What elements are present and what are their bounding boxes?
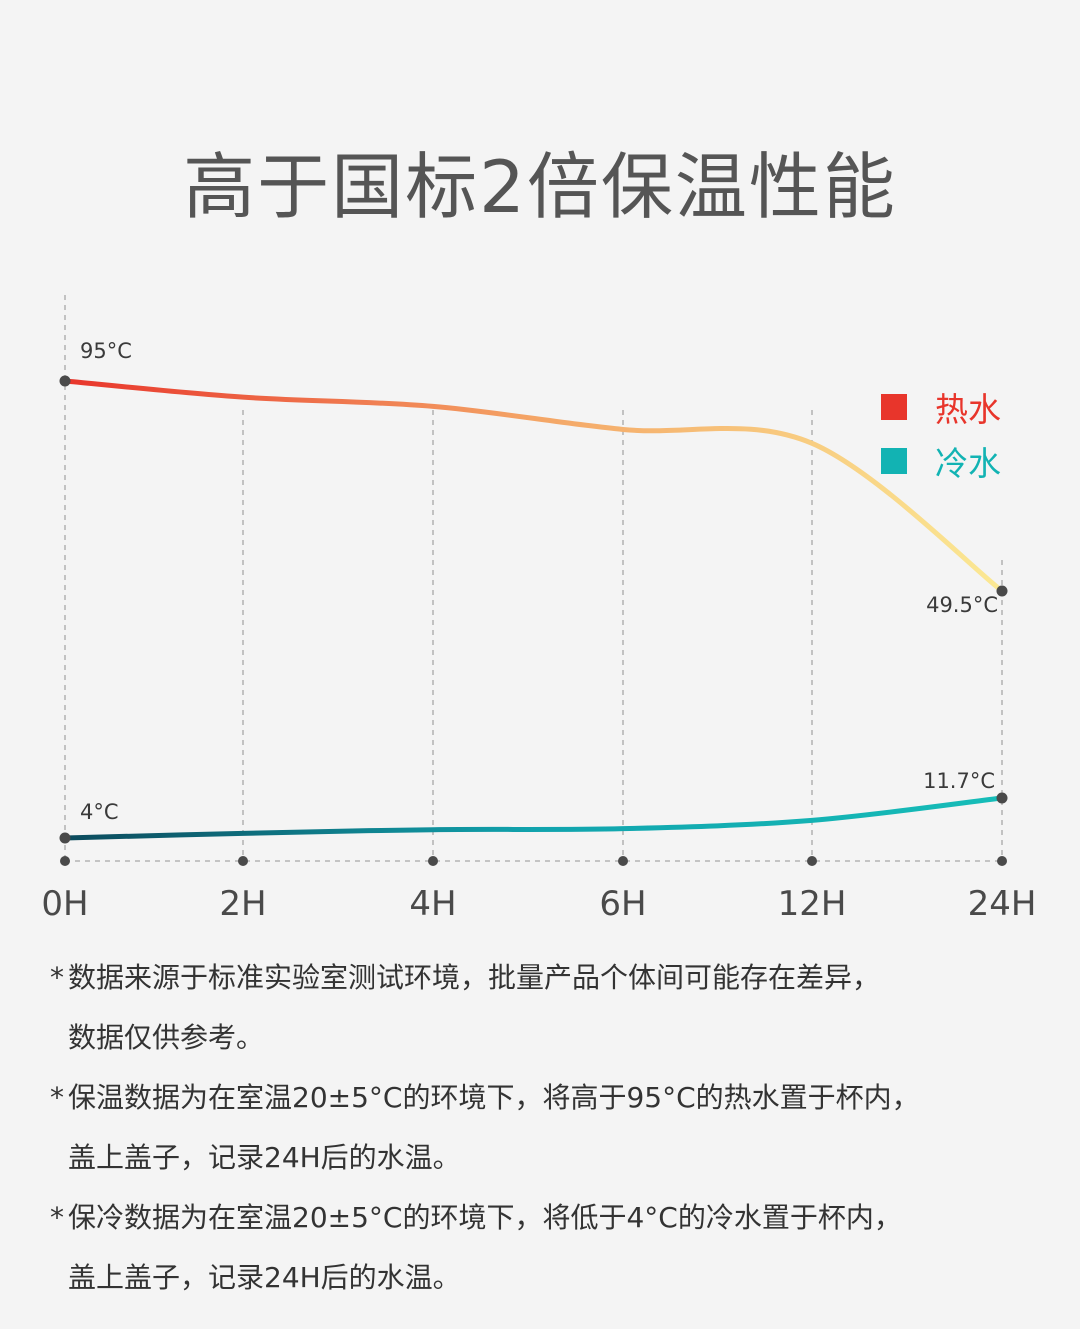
x-tick-label: 4H: [409, 884, 456, 924]
chart-title: 高于国标2倍保温性能: [183, 145, 897, 229]
data-label: 95°C: [80, 339, 132, 363]
legend-label-cold: 冷水: [935, 444, 1001, 483]
footnote-marker: *: [50, 1201, 64, 1234]
axis-tick: [997, 856, 1007, 866]
x-tick-label: 2H: [219, 884, 266, 924]
footnote-line: 盖上盖子，记录24H后的水温。: [68, 1261, 461, 1294]
axis-tick: [238, 856, 248, 866]
footnote-line: 数据来源于标准实验室测试环境，批量产品个体间可能存在差异，: [68, 961, 881, 994]
hot-water-line: [62, 378, 1005, 594]
axis-tick: [428, 856, 438, 866]
data-label: 4°C: [80, 800, 119, 824]
data-point: [59, 375, 71, 387]
axis-tick: [60, 856, 70, 866]
footnote-line: 保温数据为在室温20±5°C的环境下，将高于95°C的热水置于杯内，: [68, 1081, 920, 1114]
data-label: 49.5°C: [926, 593, 998, 617]
footnotes: * 数据来源于标准实验室测试环境，批量产品个体间可能存在差异， 数据仅供参考。 …: [48, 948, 1048, 1308]
chart-legend: 热水 冷水: [881, 380, 1001, 488]
footnote-marker: *: [50, 1081, 64, 1114]
footnote-line: 数据仅供参考。: [68, 1021, 265, 1054]
x-tick-label: 12H: [778, 884, 847, 924]
temperature-chart: 0H 2H 4H 6H 12H 24H 95°C 49.5°C 4°C 11.7°C: [41, 295, 1037, 924]
footnote: * 保温数据为在室温20±5°C的环境下，将高于95°C的热水置于杯内， 盖上盖…: [48, 1068, 1048, 1188]
cold-water-swatch: [881, 448, 907, 474]
legend-item-cold: 冷水: [881, 434, 1001, 488]
axis-tick: [618, 856, 628, 866]
axis-tick: [807, 856, 817, 866]
data-point: [59, 832, 71, 844]
x-tick-label: 24H: [968, 884, 1037, 924]
legend-label-hot: 热水: [935, 390, 1001, 429]
legend-item-hot: 热水: [881, 380, 1001, 434]
footnote: * 数据来源于标准实验室测试环境，批量产品个体间可能存在差异， 数据仅供参考。: [48, 948, 1048, 1068]
footnote: * 保冷数据为在室温20±5°C的环境下，将低于4°C的冷水置于杯内， 盖上盖子…: [48, 1188, 1048, 1308]
x-tick-label: 0H: [41, 884, 88, 924]
footnote-line: 盖上盖子，记录24H后的水温。: [68, 1141, 461, 1174]
footnote-marker: *: [50, 961, 64, 994]
footnote-line: 保冷数据为在室温20±5°C的环境下，将低于4°C的冷水置于杯内，: [68, 1201, 902, 1234]
data-label: 11.7°C: [923, 769, 995, 793]
hot-water-swatch: [881, 394, 907, 420]
data-point: [996, 585, 1008, 597]
cold-water-line: [62, 795, 1005, 841]
x-tick-label: 6H: [599, 884, 646, 924]
data-point: [996, 792, 1008, 804]
